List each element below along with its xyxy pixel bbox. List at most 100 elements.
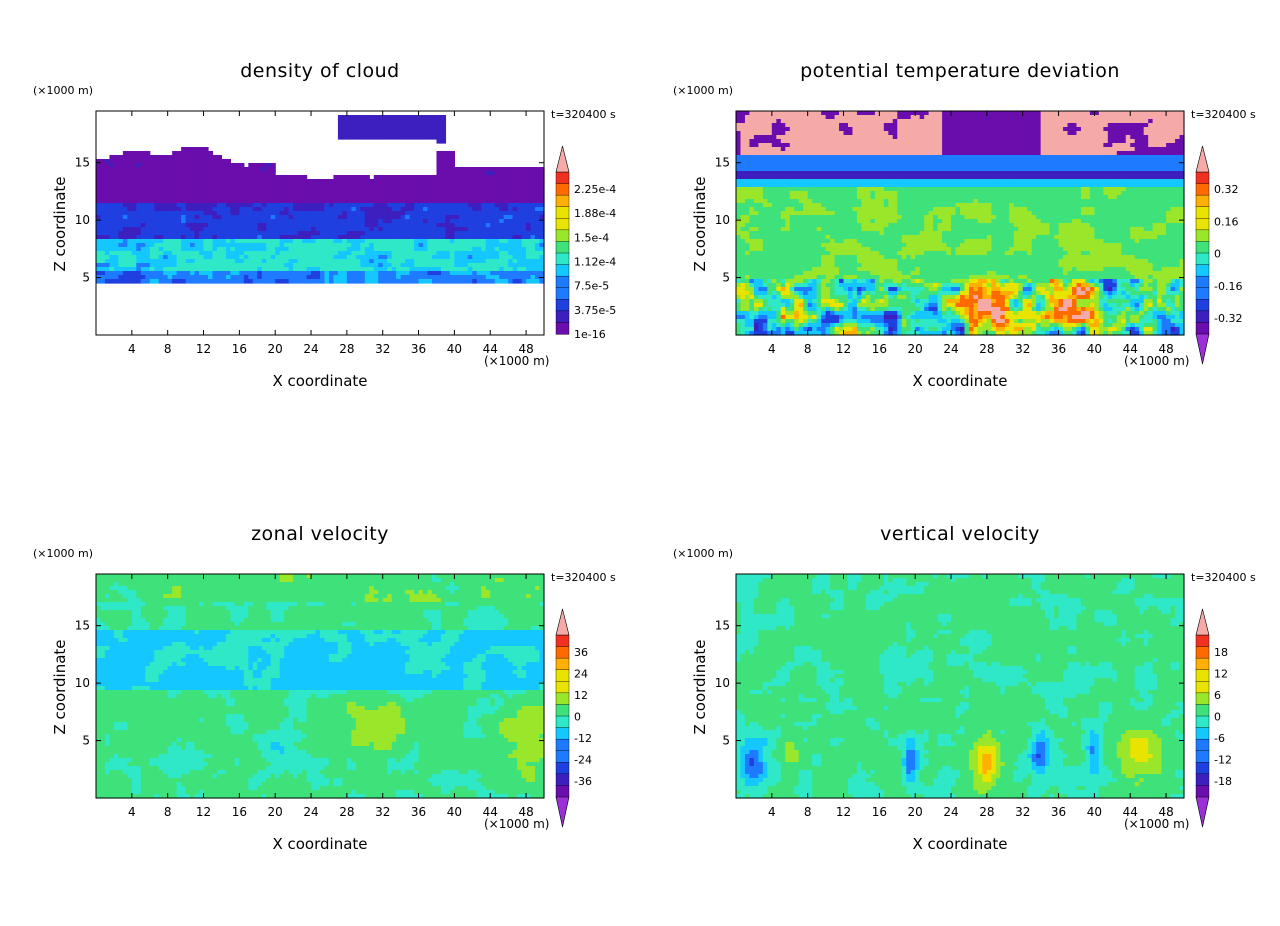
- field-cell: [315, 187, 321, 192]
- field-cell: [535, 267, 541, 272]
- field-cell: [794, 139, 800, 144]
- field-cell: [225, 263, 231, 268]
- field-cell: [440, 163, 447, 168]
- field-cell: [436, 151, 442, 156]
- field-cell: [163, 203, 169, 208]
- field-cell: [320, 243, 326, 248]
- field-cell: [825, 175, 831, 180]
- field-cell: [458, 231, 464, 236]
- field-cell: [252, 223, 258, 228]
- field-cell: [387, 207, 393, 212]
- field-cell: [225, 195, 231, 200]
- field-cell: [373, 131, 379, 136]
- field-cell: [512, 251, 518, 256]
- field-cell: [176, 247, 182, 252]
- field-cell: [140, 179, 146, 184]
- x-tick-label: 24: [303, 342, 318, 356]
- field-cell: [928, 171, 934, 176]
- field-cell: [113, 171, 119, 176]
- field-cell: [190, 147, 196, 152]
- field-cell: [1107, 135, 1113, 140]
- field-cell: [216, 211, 223, 216]
- field-cell: [830, 147, 836, 152]
- field-cell: [1022, 159, 1028, 164]
- field-cell: [221, 243, 227, 248]
- field-cell: [346, 115, 352, 120]
- field-cell: [199, 279, 205, 284]
- field-cell: [360, 267, 366, 272]
- field-cell: [382, 187, 388, 192]
- field-cell: [414, 131, 420, 136]
- field-cell: [780, 151, 786, 156]
- field-cell: [1166, 179, 1172, 184]
- field-cell: [454, 203, 460, 208]
- field-cell: [1067, 131, 1073, 136]
- field-cell: [391, 251, 397, 256]
- field-cell: [508, 187, 514, 192]
- field-cell: [208, 275, 214, 280]
- field-cell: [127, 227, 133, 232]
- field-cell: [499, 219, 505, 224]
- field-cell: [118, 227, 124, 232]
- field-cell: [387, 255, 393, 260]
- field-cell: [239, 163, 245, 168]
- field-cell: [1018, 143, 1024, 148]
- field-cell: [181, 267, 187, 272]
- field-cell: [812, 115, 818, 120]
- field-cell: [458, 275, 464, 280]
- field-cell: [1139, 111, 1145, 116]
- field-cell: [454, 251, 460, 256]
- field-cell: [928, 155, 934, 160]
- field-cell: [405, 127, 411, 132]
- field-cell: [467, 183, 473, 188]
- field-cell: [1076, 179, 1082, 184]
- field-cell: [328, 251, 335, 256]
- field-cell: [100, 267, 106, 272]
- field-cell: [185, 179, 191, 184]
- field-cell: [378, 259, 384, 264]
- field-cell: [982, 123, 988, 128]
- field-cell: [458, 195, 464, 200]
- field-cell: [481, 195, 487, 200]
- field-cell: [736, 159, 742, 164]
- field-cell: [293, 215, 299, 220]
- field-cell: [463, 211, 469, 216]
- field-cell: [874, 167, 880, 172]
- field-cell: [736, 151, 742, 156]
- field-cell: [154, 191, 160, 196]
- field-cell: [744, 111, 751, 116]
- field-cell: [991, 147, 997, 152]
- field-cell: [1152, 111, 1158, 116]
- field-cell: [279, 275, 285, 280]
- field-cell: [539, 215, 545, 220]
- field-cell: [360, 135, 366, 140]
- field-cell: [1027, 143, 1033, 148]
- field-cell: [252, 219, 258, 224]
- field-cell: [199, 199, 205, 204]
- field-cell: [279, 279, 285, 284]
- field-cell: [924, 155, 930, 160]
- field-cell: [1094, 143, 1100, 148]
- x-tick-label: 8: [164, 342, 172, 356]
- field-cell: [736, 147, 742, 152]
- field-cell: [414, 279, 420, 284]
- field-cell: [163, 251, 169, 256]
- field-cell: [986, 147, 992, 152]
- field-cell: [239, 179, 245, 184]
- field-cell: [789, 119, 795, 124]
- field-cell: [753, 143, 759, 148]
- field-cell: [351, 191, 357, 196]
- field-cell: [1080, 119, 1087, 124]
- field-cell: [865, 167, 871, 172]
- field-cell: [1054, 167, 1060, 172]
- field-cell: [104, 171, 111, 176]
- field-cell: [848, 111, 854, 116]
- field-cell: [266, 171, 272, 176]
- field-cell: [454, 235, 460, 240]
- field-cell: [239, 263, 245, 268]
- field-cell: [391, 231, 397, 236]
- field-cell: [257, 235, 263, 240]
- field-cell: [275, 231, 281, 236]
- field-cell: [418, 187, 424, 192]
- field-cell: [467, 187, 473, 192]
